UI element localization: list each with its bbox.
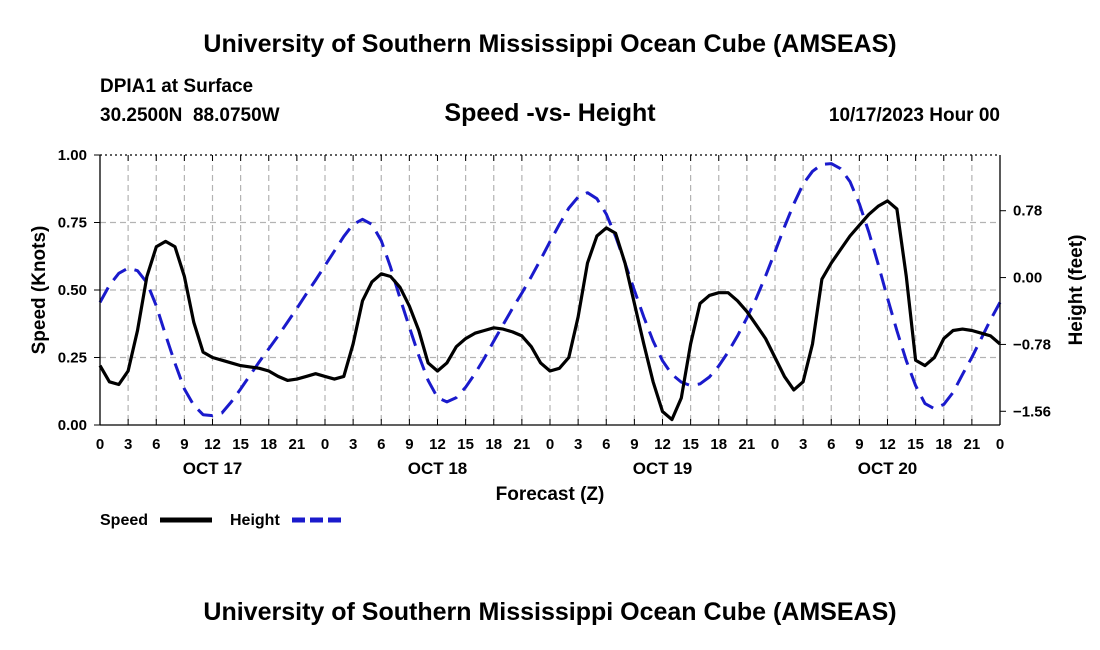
x-tick-label: 0	[96, 436, 104, 453]
x-axis-title: Forecast (Z)	[496, 484, 605, 505]
x-tick-label: 15	[232, 436, 249, 453]
coordinates-label: 30.2500N 88.0750W	[100, 105, 280, 126]
y-tick-label: 0.50	[58, 282, 87, 299]
height-series-line	[98, 162, 1002, 418]
x-tick-label: 21	[514, 436, 531, 453]
x-tick-label: 3	[574, 436, 582, 453]
x-tick-label: 12	[879, 436, 896, 453]
legend: Speed Height	[100, 512, 343, 529]
series	[98, 162, 1002, 422]
y2-tick-label: 0.00	[1013, 270, 1042, 287]
y2-axis-title: Height (feet)	[1066, 235, 1087, 346]
x-tick-label: 9	[630, 436, 638, 453]
x-tick-label: 6	[152, 436, 160, 453]
x-tick-label: 12	[429, 436, 446, 453]
date-label: OCT 19	[633, 459, 693, 478]
x-tick-label: 6	[377, 436, 385, 453]
x-tick-label: 9	[180, 436, 188, 453]
x-tick-label: 15	[682, 436, 699, 453]
speed-series-line	[98, 199, 1002, 422]
x-tick-label: 9	[855, 436, 863, 453]
x-tick-label: 0	[546, 436, 554, 453]
y-axis-title: Speed (Knots)	[29, 226, 50, 355]
x-tick-label: 18	[935, 436, 952, 453]
chart-title-bottom: University of Southern Mississippi Ocean…	[203, 598, 897, 626]
x-tick-label: 21	[964, 436, 981, 453]
axes	[94, 154, 1006, 426]
y-tick-label: 0.00	[58, 417, 87, 434]
station-label: DPIA1 at Surface	[100, 76, 254, 97]
y-tick-label: 0.25	[58, 350, 87, 367]
x-tick-label: 0	[996, 436, 1004, 453]
y2-tick-label: −1.56	[1013, 403, 1051, 420]
chart-title-top: University of Southern Mississippi Ocean…	[203, 30, 897, 58]
forecast-datetime: 10/17/2023 Hour 00	[828, 105, 1000, 126]
x-tick-label: 18	[260, 436, 277, 453]
chart-subtitle: Speed -vs- Height	[444, 99, 656, 127]
x-tick-label: 3	[349, 436, 357, 453]
x-tick-label: 9	[405, 436, 413, 453]
x-tick-label: 15	[907, 436, 924, 453]
x-tick-label: 3	[124, 436, 132, 453]
y2-tick-label: 0.78	[1013, 203, 1042, 220]
x-tick-label: 6	[827, 436, 835, 453]
y-tick-label: 0.75	[58, 215, 87, 232]
grid	[100, 155, 1000, 425]
x-tick-label: 6	[602, 436, 610, 453]
y2-tick-label: −0.78	[1013, 336, 1051, 353]
axis-labels: 0 3 6 9 12 15 18 21 0 3 6 9 12 15 18 21 0 3 6 9 12 15 18 21 0 3 6 9…	[29, 147, 1087, 505]
x-tick-label: 12	[654, 436, 671, 453]
x-tick-label: 21	[739, 436, 756, 453]
date-label: OCT 20	[858, 459, 918, 478]
x-tick-label: 18	[710, 436, 727, 453]
legend-label-height: Height	[230, 512, 280, 529]
x-tick-label: 3	[799, 436, 807, 453]
legend-label-speed: Speed	[100, 512, 148, 529]
x-tick-label: 12	[204, 436, 221, 453]
x-tick-label: 0	[771, 436, 779, 453]
date-label: OCT 17	[183, 459, 243, 478]
y-tick-label: 1.00	[58, 147, 87, 164]
x-tick-label: 21	[289, 436, 306, 453]
x-tick-label: 15	[457, 436, 474, 453]
x-tick-label: 18	[485, 436, 502, 453]
date-label: OCT 18	[408, 459, 468, 478]
x-tick-label: 0	[321, 436, 329, 453]
